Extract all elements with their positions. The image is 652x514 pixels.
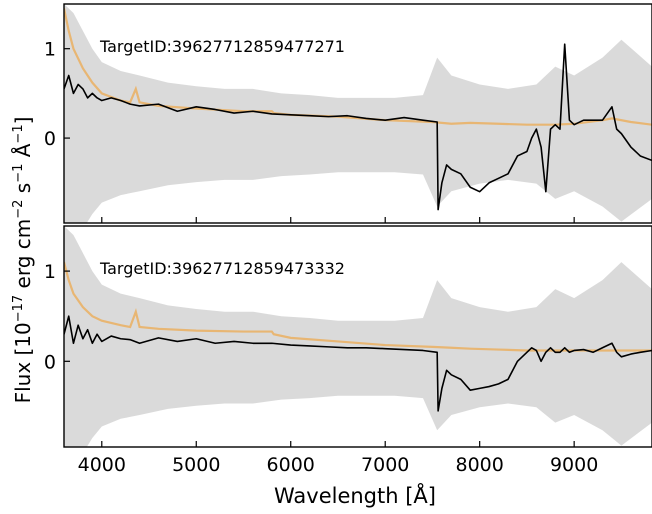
y-label-part: s — [11, 183, 35, 200]
y-label-exp: −17 — [11, 295, 26, 322]
noise-band — [64, 4, 652, 223]
x-tick-label: 9000 — [550, 454, 598, 476]
axes-frame — [63, 225, 652, 448]
axes-frame — [63, 3, 652, 224]
y-tick-label: 1 — [44, 39, 56, 61]
x-tick-label: 8000 — [456, 454, 504, 476]
target-id-label: TargetID:39627712859473332 — [99, 259, 345, 278]
x-tick-label: 7000 — [361, 454, 409, 476]
y-axis-label: Flux [10−17 erg cm−2 s−1 Å−1] — [11, 117, 35, 404]
flux-line — [64, 315, 652, 412]
y-label-exp: −2 — [11, 200, 26, 219]
y-tick-label: 1 — [44, 261, 56, 283]
model-line — [64, 8, 652, 126]
x-axis-label: Wavelength [Å] — [274, 482, 436, 508]
y-label-part: Flux [10 — [11, 322, 35, 403]
y-label-exp: −1 — [11, 164, 26, 183]
panel-top: 0 1 TargetID:39627712859477271 — [44, 3, 652, 224]
x-tick-label: 5000 — [172, 454, 220, 476]
plot-area — [64, 226, 652, 447]
y-tick-label: 0 — [44, 351, 56, 373]
noise-band — [64, 226, 652, 447]
x-tick-label: 6000 — [267, 454, 315, 476]
plot-area — [64, 4, 652, 223]
y-label-part: erg cm — [11, 219, 35, 295]
panel-bottom: 4000 5000 6000 7000 8000 9000 0 1 TargetID:39627… — [44, 225, 652, 476]
y-label-part: ] — [11, 117, 35, 125]
x-tick-label: 4000 — [78, 454, 126, 476]
flux-line — [64, 43, 652, 211]
y-label-part: Å — [11, 143, 35, 163]
y-label-exp: −1 — [11, 124, 26, 143]
y-tick-label: 0 — [44, 128, 56, 150]
target-id-label: TargetID:39627712859477271 — [99, 37, 345, 56]
